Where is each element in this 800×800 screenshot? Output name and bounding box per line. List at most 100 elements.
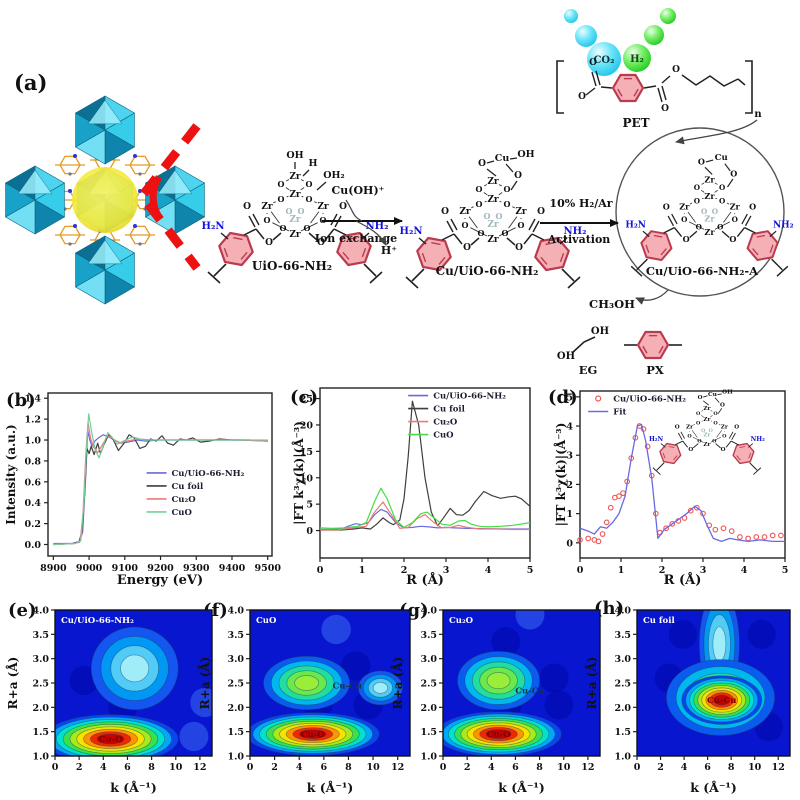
y-tick-label: 2.5 (227, 679, 244, 690)
co2-bubble (587, 42, 621, 76)
x-tick-label: 9400 (219, 563, 246, 574)
bond-line (657, 87, 663, 103)
text-label: O (661, 104, 669, 114)
x-tick-label: 0 (247, 762, 254, 773)
bond-line (498, 192, 503, 196)
oxygen-label: O (463, 243, 471, 253)
bond-line (325, 228, 335, 240)
data-point (669, 520, 676, 527)
oxygen-label: O (476, 199, 483, 209)
nitrogen-dot (133, 154, 137, 158)
bond-line (361, 232, 370, 240)
px-structure (624, 330, 682, 360)
data-point (607, 504, 614, 511)
y-axis-title: Intensity (a.u.) (4, 424, 18, 524)
zr-label: Zr (686, 425, 693, 431)
double-bond (653, 234, 663, 238)
tail-tick (753, 467, 762, 475)
benzene-ring (659, 442, 682, 465)
bond-line (301, 195, 304, 198)
y-tick-label: 3.0 (420, 654, 437, 665)
bond-line (725, 440, 732, 448)
double-bond (673, 455, 678, 461)
bond-line (701, 197, 704, 200)
tail-tick (652, 467, 661, 475)
oxygen-label: O (278, 179, 285, 189)
x-axis-title: k (Å⁻¹) (498, 780, 545, 795)
panel-e-wavelet: Cu-O Cu/UiO-66-NH₂ 0 2 4 6 8 10 12 1.0 1.5 2.0 2.5 3.… (5, 606, 213, 795)
carbonyl-double-bond (741, 213, 748, 225)
carbonyl-double-bond (248, 215, 256, 228)
x-tick-label: 0 (634, 762, 641, 773)
bond-line (220, 232, 229, 240)
co2-label: CO₂ (593, 55, 614, 66)
zr-back-label: Zr (487, 220, 499, 230)
carbonyl-double-bond (446, 220, 454, 233)
y-tick-label: 1.0 (32, 752, 49, 763)
double-bond (342, 251, 350, 260)
zr-cluster-polyhedron (74, 235, 136, 305)
bracket-right (745, 60, 753, 114)
oxygen-label: O (713, 420, 718, 426)
byproduct-label: H⁺ (381, 244, 397, 257)
y-tick-label: 2.0 (227, 703, 244, 714)
x-tick-label: 4 (681, 762, 688, 773)
cu-label: Cu (715, 153, 728, 163)
legend-label: Cu/UiO-66-NH₂ (433, 392, 506, 402)
text-label: O (712, 207, 718, 216)
contour-level (294, 675, 320, 691)
text-label: O (286, 206, 293, 216)
data-point (761, 534, 768, 540)
y-tick-label: 4.0 (420, 606, 437, 617)
pet-to-circle-arrow (675, 119, 758, 145)
oh-label: OH (286, 150, 303, 161)
bond-line (509, 157, 518, 160)
bond-line (243, 228, 257, 236)
data-point (769, 532, 776, 539)
double-bond (756, 234, 766, 238)
x-tick-label: 4 (741, 565, 748, 576)
bond-line (302, 169, 310, 177)
contour-level (120, 654, 150, 683)
y-tick-label: 1.5 (614, 727, 631, 738)
y-tick-label: 2.0 (420, 703, 437, 714)
x-tick-label: 10 (557, 762, 571, 773)
bond-line (585, 87, 596, 96)
text-label: O (730, 168, 737, 178)
legend-label: CuO (433, 431, 454, 441)
bond-line (714, 182, 718, 185)
text-label: O (698, 157, 705, 167)
oxygen-label: O (441, 207, 449, 217)
text-label: O (484, 211, 491, 221)
bond-line (689, 202, 693, 205)
bond-line (273, 201, 276, 204)
oh-label: OH (722, 388, 733, 395)
data-point (595, 538, 602, 545)
oxygen-label: O (697, 438, 702, 444)
bond-line (705, 159, 714, 163)
eg-oh-label: OH (591, 326, 609, 337)
bond-line (591, 71, 597, 87)
y-tick-label: 1.0 (24, 436, 41, 447)
x-tick-label: 8 (536, 762, 543, 773)
oxygen-label: O (687, 433, 692, 439)
y-tick-label: 1.0 (227, 752, 244, 763)
bond-line (714, 221, 731, 230)
curved-out-arrow (355, 220, 387, 246)
contour-level (372, 681, 389, 694)
nitrogen-dot (73, 224, 77, 228)
bond-line (531, 233, 545, 241)
x-tick-label: 6 (704, 762, 711, 773)
bond-line (737, 78, 746, 86)
text-label: O (589, 58, 597, 68)
tail-tick (207, 271, 221, 284)
bond-line (688, 221, 705, 230)
double-bond (540, 256, 548, 265)
plot-frame (319, 387, 531, 559)
series-line-CuO (319, 487, 531, 529)
y-tick-label: 1 (566, 509, 573, 520)
oxygen-label: O (712, 438, 717, 444)
panel-a-scheme: H₂NNH₂OOOOZrZrZrZrZrOOOOOOOOZrOOOHHOH₂Ui… (4, 8, 794, 377)
amine-label: H₂N (649, 436, 664, 443)
y-tick-label: 0 (566, 538, 573, 549)
